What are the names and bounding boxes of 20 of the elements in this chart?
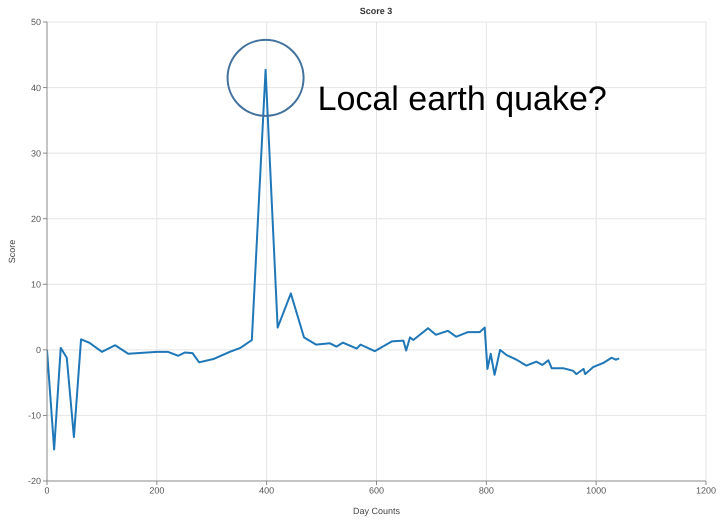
x-tick-label: 800: [478, 485, 494, 496]
x-axis-title: Day Counts: [352, 506, 401, 516]
y-tick-label: 30: [30, 148, 41, 158]
y-tick-label: -10: [28, 410, 41, 421]
annotation: Local earth quake?: [318, 80, 607, 118]
y-tick-label: 50: [30, 17, 41, 28]
y-tick-label: 40: [30, 82, 41, 93]
y-tick-label: -20: [28, 476, 41, 486]
x-tick-label: 200: [149, 485, 164, 496]
x-tick-label: 0: [44, 485, 50, 496]
x-tick-label: 1000: [586, 485, 606, 496]
y-tick-label: 20: [30, 214, 41, 224]
x-tick-label: 1200: [696, 485, 716, 496]
x-tick-label: 600: [368, 485, 384, 496]
chart-title: Score 3: [360, 6, 392, 16]
y-tick-label: 10: [30, 279, 41, 290]
x-tick-label: 400: [259, 485, 274, 496]
line-series: [47, 68, 620, 451]
y-axis-title: Score: [7, 240, 18, 264]
y-tick-label: 0: [36, 345, 41, 356]
